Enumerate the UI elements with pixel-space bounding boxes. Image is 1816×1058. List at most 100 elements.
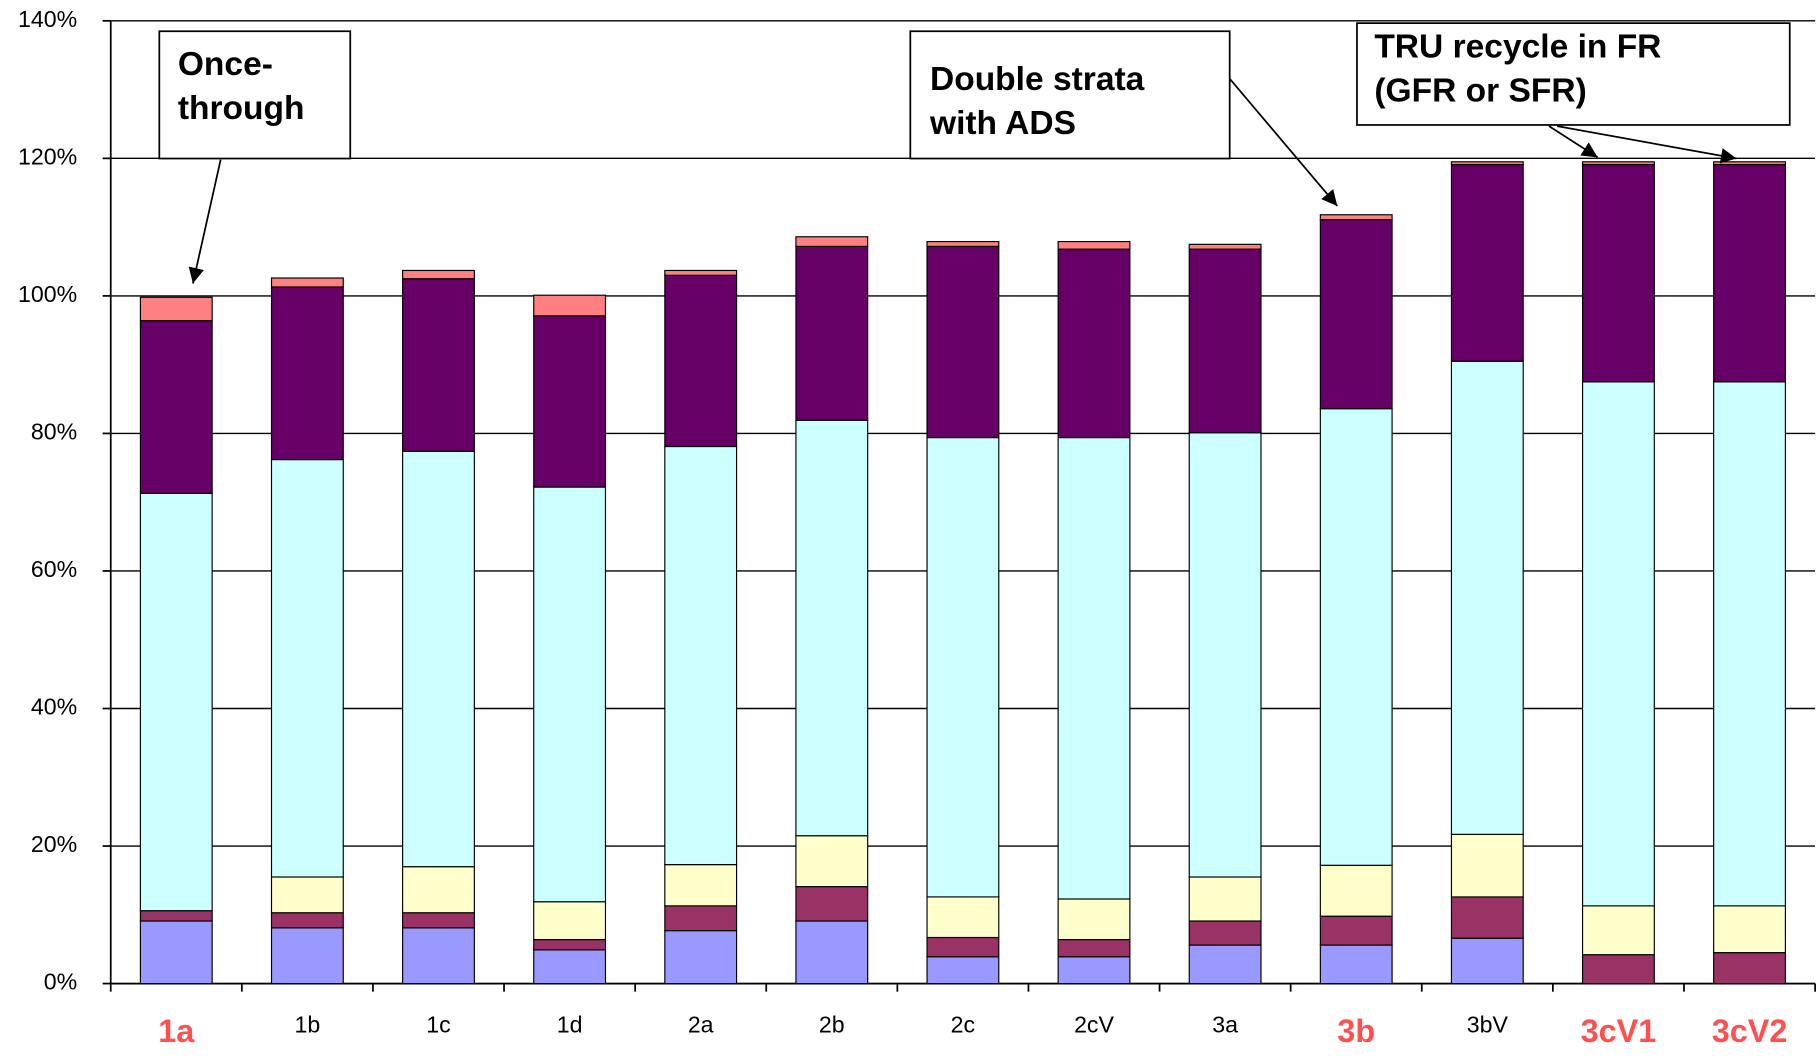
x-tick-label: 2cV: [1074, 1011, 1114, 1037]
bar-segment: [1319, 408, 1393, 866]
bar-segment: [270, 912, 344, 929]
bar-segment: [139, 296, 213, 322]
bar-segment: [664, 274, 738, 448]
x-tick-label: 3cV2: [1712, 1013, 1788, 1049]
bar-segment: [1188, 243, 1262, 250]
bar-segment: [795, 886, 869, 922]
bar-segment: [402, 927, 475, 985]
annotation-arrow: [1557, 125, 1737, 164]
y-tick-label: 120%: [18, 143, 77, 169]
y-tick-label: 0%: [44, 969, 77, 995]
bar-segment: [402, 912, 475, 929]
bar-segment: [1713, 161, 1786, 166]
bar-segment: [1450, 360, 1524, 835]
bar-segment: [1450, 937, 1524, 985]
bar-segment: [402, 866, 475, 914]
bar-segment: [139, 910, 213, 922]
annotation-box: [1356, 22, 1791, 126]
bar-segment: [270, 876, 344, 914]
x-tick-label: 1a: [158, 1013, 195, 1049]
x-tick-label: 1c: [426, 1011, 450, 1037]
annotation-text: Double strata: [930, 61, 1145, 98]
bar-segment: [139, 492, 213, 912]
bar-segment: [533, 938, 607, 951]
annotation-text: TRU recycle in FR: [1374, 28, 1661, 65]
bar-segment: [795, 419, 869, 837]
bar-segment: [533, 901, 607, 941]
bar-segment: [1188, 920, 1262, 946]
bar-segment: [1057, 898, 1131, 941]
bar-segment: [664, 445, 738, 866]
annotation-text: with ADS: [929, 105, 1076, 142]
bar-segment: [1319, 864, 1393, 917]
y-tick-label: 80%: [31, 419, 77, 445]
x-tick-label: 2c: [951, 1011, 975, 1037]
bar-segment: [402, 278, 475, 452]
bar-segment: [926, 240, 1000, 247]
bar-segment: [270, 286, 344, 461]
bar-segment: [533, 486, 607, 903]
bar-segment: [1188, 876, 1262, 922]
bar-segment: [795, 236, 869, 247]
bar-segment: [1450, 896, 1524, 939]
bar-segment: [926, 956, 1000, 985]
y-tick-label: 40%: [31, 694, 77, 720]
x-tick-label: 1d: [557, 1011, 583, 1037]
annotation-text: (GFR or SFR): [1374, 72, 1586, 109]
bar-segment: [1450, 163, 1524, 362]
bar-segment: [926, 896, 1000, 939]
annotations: Once- through Double strata with ADS TRU…: [158, 22, 1791, 284]
bar-segment: [1057, 938, 1131, 958]
bar-segment: [533, 294, 607, 317]
x-tick-label: 3cV1: [1581, 1013, 1657, 1049]
bar-segment: [795, 835, 869, 888]
bar-segment: [270, 277, 344, 288]
y-tick-label: 60%: [31, 556, 77, 582]
bar-segment: [270, 927, 344, 985]
bar-segment: [402, 450, 475, 868]
bar-segment: [1057, 248, 1131, 439]
annotation-arrow: [188, 159, 222, 284]
bar-segment: [1713, 163, 1786, 383]
bar-segment: [795, 920, 869, 985]
bar-segment: [926, 245, 1000, 439]
bar-segment: [1713, 952, 1786, 985]
bar-segment: [1713, 905, 1786, 954]
bar-segment: [533, 949, 607, 985]
x-tick-label: 3bV: [1467, 1011, 1509, 1037]
annotation-arrow: [1548, 125, 1599, 159]
bar-segment: [533, 315, 607, 488]
bar-segment: [1450, 833, 1524, 898]
bar-segment: [1057, 956, 1131, 985]
bar-segment: [270, 458, 344, 878]
annotation-text: through: [178, 90, 305, 127]
bar-segment: [664, 930, 738, 985]
bar-segment: [1450, 161, 1524, 166]
bar-segment: [1581, 905, 1655, 956]
bar-segment: [1319, 218, 1393, 410]
x-tick-label: 1b: [295, 1011, 321, 1037]
x-tick-label: 3a: [1212, 1011, 1238, 1037]
bar-segment: [664, 905, 738, 932]
bar-segment: [1581, 381, 1655, 907]
y-tick-label: 20%: [31, 831, 77, 857]
bar-segment: [402, 269, 475, 280]
bar-segment: [139, 920, 213, 985]
bar-segment: [1057, 240, 1131, 250]
bar-segment: [926, 436, 1000, 898]
bar-segment: [1581, 954, 1655, 985]
bar-segment: [1581, 163, 1655, 383]
annotation-box: [158, 30, 352, 160]
bar-segment: [1581, 161, 1655, 166]
y-tick-label: 100%: [18, 281, 77, 307]
bar-segment: [664, 864, 738, 907]
bar-segment: [1188, 944, 1262, 985]
annotation-text: Once-: [178, 46, 273, 83]
bar-segment: [1319, 915, 1393, 946]
bar-segment: [1319, 214, 1393, 221]
bar-segment: [1319, 944, 1393, 985]
x-tick-label: 3b: [1337, 1013, 1375, 1049]
bar-segment: [664, 269, 738, 276]
